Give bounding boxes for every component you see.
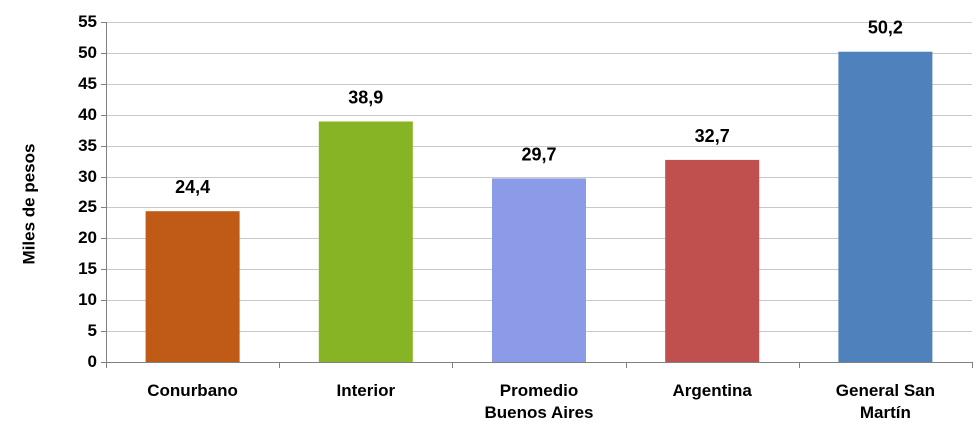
value-label-1: 38,9 [348, 88, 383, 108]
y-tick-label-20: 20 [78, 228, 97, 247]
y-tick-label-15: 15 [78, 259, 97, 278]
y-tick-label-0: 0 [88, 352, 97, 371]
category-label-line: Promedio [500, 381, 578, 400]
axes [101, 22, 973, 368]
y-tick-label-45: 45 [78, 74, 97, 93]
bar-1 [318, 121, 413, 362]
bar-2 [492, 178, 586, 362]
category-label-line: Conurbano [147, 381, 238, 400]
category-label-0: Conurbano [147, 381, 238, 400]
y-tick-label-30: 30 [78, 167, 97, 186]
y-tick-label-25: 25 [78, 197, 97, 216]
value-label-4: 50,2 [868, 18, 903, 38]
y-tick-label-10: 10 [78, 290, 97, 309]
category-label-2: Promedio Buenos Aires [485, 381, 594, 422]
category-label-4: General San Martín [836, 381, 935, 422]
category-label-line: General San [836, 381, 935, 400]
bar-4 [838, 51, 933, 362]
y-tick-label-50: 50 [78, 43, 97, 62]
bar-3 [665, 159, 760, 362]
bars [145, 51, 933, 362]
category-label-line: Martín [860, 403, 911, 422]
category-label-line: Interior [337, 381, 396, 400]
value-label-0: 24,4 [175, 177, 210, 197]
y-tick-label-40: 40 [78, 105, 97, 124]
category-label-1: Interior [337, 381, 396, 400]
labels: 0 5 10 15 20 25 30 35 40 45 50 55 24,4 Conurbano 38,9 I… [78, 12, 935, 422]
bar-0 [145, 211, 240, 362]
category-label-line: Argentina [673, 381, 753, 400]
y-axis-title: Miles de pesos [19, 144, 38, 265]
value-label-2: 29,7 [521, 144, 556, 164]
category-label-3: Argentina [673, 381, 753, 400]
y-tick-label-5: 5 [88, 321, 97, 340]
value-label-3: 32,7 [695, 126, 730, 146]
y-tick-label-55: 55 [78, 12, 97, 31]
category-label-line: Buenos Aires [485, 403, 594, 422]
y-tick-label-35: 35 [78, 136, 97, 155]
